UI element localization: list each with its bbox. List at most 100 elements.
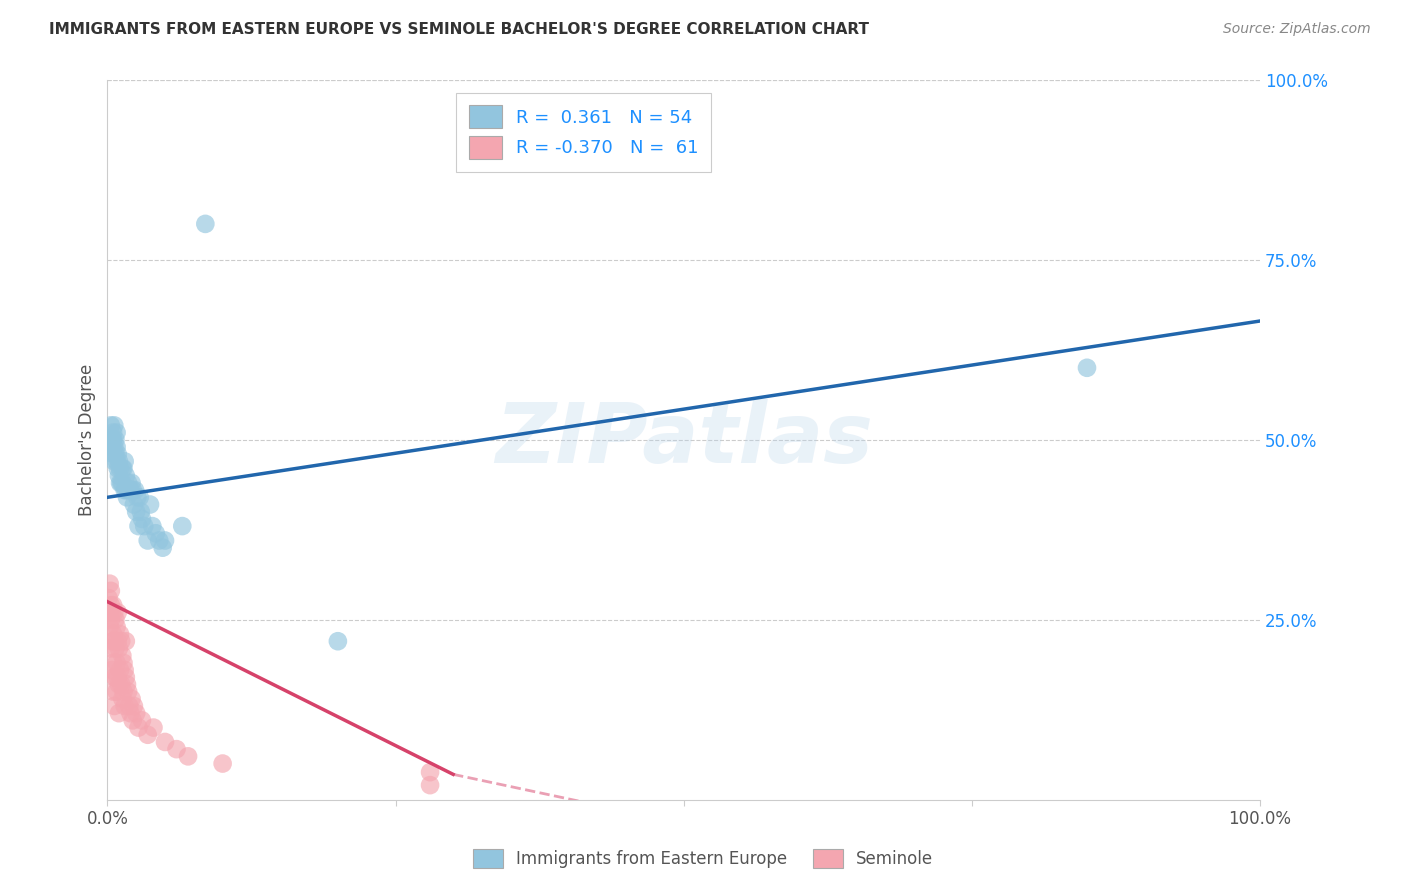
Point	[103, 606, 125, 620]
Point	[103, 454, 125, 468]
Point	[108, 627, 131, 641]
Point	[114, 698, 136, 713]
Point	[101, 606, 124, 620]
Point	[122, 698, 145, 713]
Point	[121, 691, 143, 706]
Point	[108, 706, 131, 721]
Point	[101, 634, 124, 648]
Point	[104, 447, 127, 461]
Point	[121, 475, 143, 490]
Point	[152, 541, 174, 555]
Point	[128, 491, 150, 505]
Point	[111, 691, 134, 706]
Point	[110, 475, 132, 490]
Point	[153, 533, 176, 548]
Point	[112, 684, 135, 698]
Point	[117, 475, 139, 490]
Point	[153, 735, 176, 749]
Point	[145, 526, 167, 541]
Point	[101, 433, 124, 447]
Point	[134, 519, 156, 533]
Point	[107, 447, 129, 461]
Point	[121, 714, 143, 728]
Point	[111, 475, 134, 490]
Point	[114, 468, 136, 483]
Point	[115, 491, 138, 505]
Point	[112, 461, 135, 475]
Point	[118, 483, 141, 497]
Y-axis label: Bachelor's Degree: Bachelor's Degree	[79, 364, 96, 516]
Point	[101, 433, 124, 447]
Point	[131, 714, 153, 728]
Legend: Immigrants from Eastern Europe, Seminole: Immigrants from Eastern Europe, Seminole	[465, 840, 941, 877]
Point	[101, 627, 124, 641]
Point	[125, 505, 148, 519]
Point	[1076, 360, 1098, 375]
Point	[100, 613, 122, 627]
Point	[104, 433, 127, 447]
Point	[105, 620, 128, 634]
Point	[108, 677, 131, 691]
Point	[101, 684, 124, 698]
Text: Source: ZipAtlas.com: Source: ZipAtlas.com	[1223, 22, 1371, 37]
Point	[419, 778, 441, 792]
Point	[114, 663, 136, 677]
Point	[128, 519, 150, 533]
Point	[111, 461, 134, 475]
Point	[103, 418, 125, 433]
Point	[122, 498, 145, 512]
Point	[110, 634, 132, 648]
Point	[124, 483, 146, 497]
Point	[166, 742, 188, 756]
Point	[172, 519, 194, 533]
Point	[105, 440, 128, 454]
Point	[104, 670, 127, 684]
Point	[117, 684, 139, 698]
Point	[115, 677, 138, 691]
Point	[120, 706, 142, 721]
Point	[142, 721, 165, 735]
Point	[110, 677, 132, 691]
Point	[131, 512, 153, 526]
Point	[107, 670, 129, 684]
Point	[108, 641, 131, 656]
Point	[108, 663, 131, 677]
Point	[129, 505, 152, 519]
Point	[101, 663, 124, 677]
Point	[100, 418, 122, 433]
Point	[128, 721, 150, 735]
Point	[120, 483, 142, 497]
Point	[125, 706, 148, 721]
Point	[112, 656, 135, 670]
Point	[177, 749, 200, 764]
Point	[108, 475, 131, 490]
Point	[121, 483, 143, 497]
Point	[103, 698, 125, 713]
Point	[114, 670, 136, 684]
Point	[108, 468, 131, 483]
Point	[103, 670, 125, 684]
Point	[98, 620, 121, 634]
Text: IMMIGRANTS FROM EASTERN EUROPE VS SEMINOLE BACHELOR'S DEGREE CORRELATION CHART: IMMIGRANTS FROM EASTERN EUROPE VS SEMINO…	[49, 22, 869, 37]
Text: ZIPatlas: ZIPatlas	[495, 400, 873, 480]
Point	[105, 425, 128, 440]
Point	[101, 440, 124, 454]
Point	[101, 447, 124, 461]
Point	[148, 533, 170, 548]
Point	[105, 656, 128, 670]
Legend: R =  0.361   N = 54, R = -0.370   N =  61: R = 0.361 N = 54, R = -0.370 N = 61	[457, 93, 711, 171]
Point	[108, 461, 131, 475]
Point	[105, 684, 128, 698]
Point	[114, 483, 136, 497]
Point	[104, 641, 127, 656]
Point	[97, 591, 120, 605]
Point	[118, 698, 141, 713]
Point	[108, 454, 131, 468]
Point	[136, 533, 159, 548]
Point	[107, 606, 129, 620]
Point	[101, 656, 124, 670]
Point	[105, 454, 128, 468]
Point	[103, 634, 125, 648]
Point	[107, 461, 129, 475]
Point	[419, 765, 441, 780]
